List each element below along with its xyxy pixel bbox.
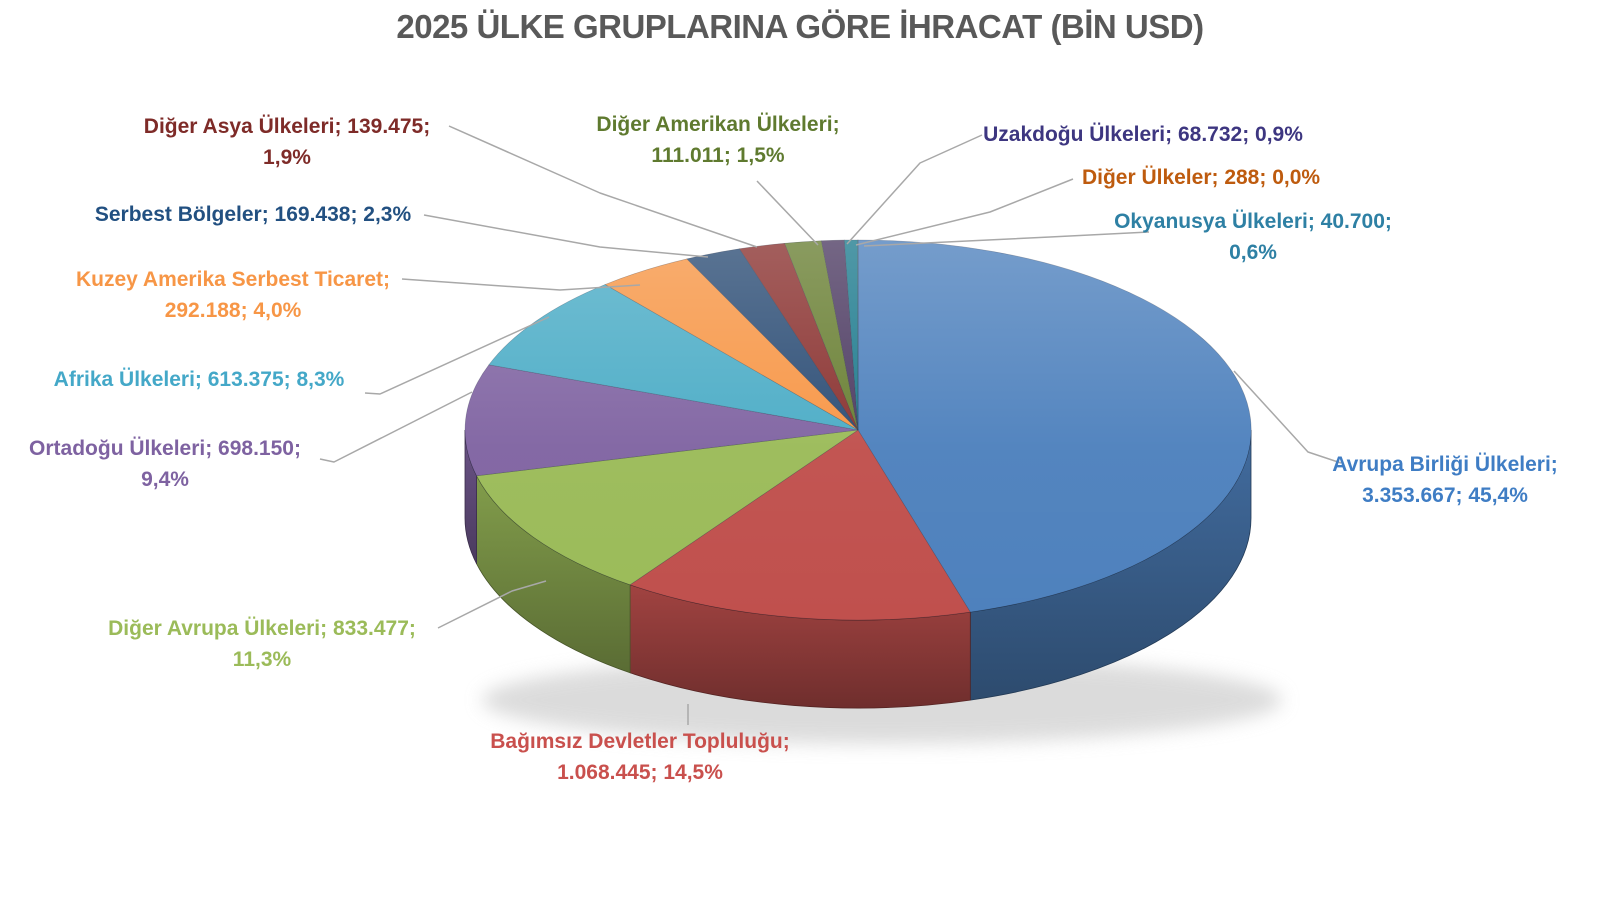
- leader-line-afrika: [364, 316, 550, 395]
- leader-line-diger-ulkeler: [855, 178, 1074, 246]
- pie-top-gloss: [465, 240, 1251, 620]
- leader-line-diger-amerikan: [756, 180, 819, 246]
- leader-line-serbest-bolgeler: [423, 214, 709, 258]
- leader-line-uzakdogu: [846, 134, 983, 245]
- leader-line-avrupa-birligi: [1233, 370, 1342, 464]
- leader-line-okyanusya: [863, 231, 1150, 247]
- leader-line-diger-avrupa: [437, 580, 547, 629]
- leader-line-diger-asya: [448, 125, 758, 248]
- chart-title: 2025 ÜLKE GRUPLARINA GÖRE İHRACAT (BİN U…: [396, 8, 1204, 45]
- leader-line-ortadogu: [319, 391, 473, 463]
- leader-line-kuzey-amerika: [401, 278, 641, 291]
